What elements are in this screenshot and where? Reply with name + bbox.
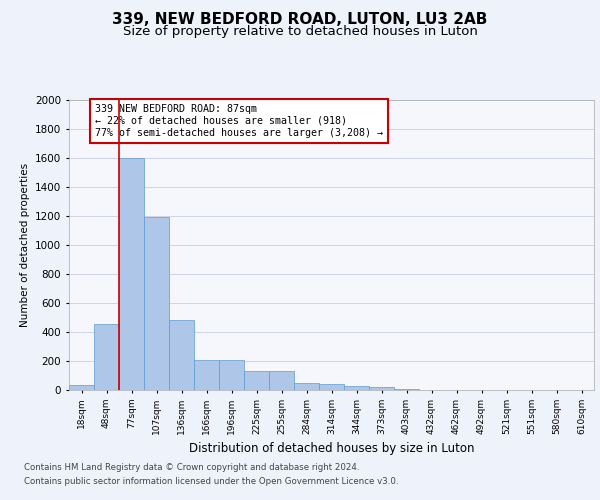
Text: 339, NEW BEDFORD ROAD, LUTON, LU3 2AB: 339, NEW BEDFORD ROAD, LUTON, LU3 2AB [112, 12, 488, 28]
Bar [194, 360, 219, 390]
Bar [294, 383, 319, 390]
Bar [169, 320, 194, 390]
Bar [369, 387, 394, 390]
Bar [344, 386, 369, 390]
Bar [219, 360, 244, 390]
Bar [94, 324, 119, 390]
X-axis label: Distribution of detached houses by size in Luton: Distribution of detached houses by size … [189, 442, 474, 456]
Text: Contains public sector information licensed under the Open Government Licence v3: Contains public sector information licen… [24, 477, 398, 486]
Bar [319, 384, 344, 390]
Text: Size of property relative to detached houses in Luton: Size of property relative to detached ho… [122, 25, 478, 38]
Bar [244, 371, 269, 390]
Bar [119, 158, 144, 390]
Bar [144, 216, 169, 390]
Bar [269, 371, 294, 390]
Text: Contains HM Land Registry data © Crown copyright and database right 2024.: Contains HM Land Registry data © Crown c… [24, 464, 359, 472]
Bar [394, 388, 419, 390]
Text: 339 NEW BEDFORD ROAD: 87sqm
← 22% of detached houses are smaller (918)
77% of se: 339 NEW BEDFORD ROAD: 87sqm ← 22% of det… [95, 104, 383, 138]
Bar [69, 385, 94, 390]
Y-axis label: Number of detached properties: Number of detached properties [20, 163, 29, 327]
